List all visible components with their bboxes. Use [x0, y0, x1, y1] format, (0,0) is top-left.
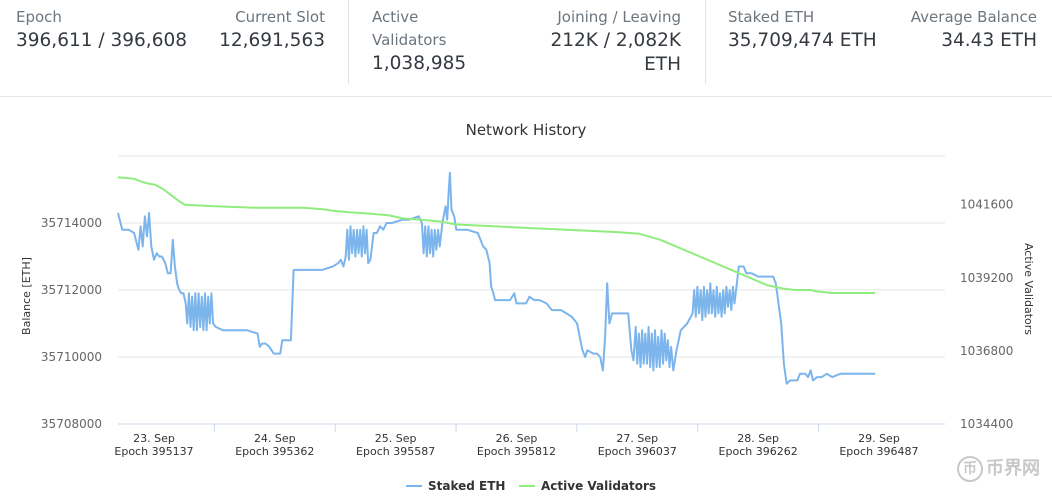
- legend-active-validators-label: Active Validators: [541, 479, 656, 493]
- network-history-chart: Network History 35708000 35710000 35712000…: [0, 96, 1052, 496]
- right-axis-title: Active Validators: [1022, 243, 1035, 335]
- staked-eth-stat: Staked ETH 35,709,474 ETH: [728, 6, 877, 53]
- stats-bar: Epoch 396,611 / 396,608 Current Slot 12,…: [0, 0, 1052, 97]
- current-slot-stat: Current Slot 12,691,563: [219, 6, 325, 53]
- legend-staked-eth-label: Staked ETH: [428, 479, 505, 493]
- watermark-text: 币界网: [986, 458, 1040, 479]
- joining-leaving-stat: Joining / Leaving 212K / 2,082K ETH: [550, 6, 681, 77]
- left-tick-label: 35708000: [41, 417, 102, 431]
- current-slot-label: Current Slot: [235, 8, 325, 26]
- x-tick-day-label: 24. Sep: [254, 432, 296, 445]
- x-tick-epoch-label: Epoch 395587: [356, 445, 435, 458]
- average-balance-label: Average Balance: [910, 8, 1037, 26]
- right-tick-label: 1039200: [960, 271, 1013, 285]
- epoch-label: Epoch: [16, 8, 62, 26]
- staked-eth-series-line[interactable]: [117, 171, 876, 385]
- x-tick-day-label: 27. Sep: [616, 432, 658, 445]
- left-tick-label: 35710000: [41, 350, 102, 364]
- x-tick-day-label: 26. Sep: [496, 432, 538, 445]
- x-tick-epoch-label: Epoch 396037: [598, 445, 677, 458]
- staked-eth-value: 35,709,474 ETH: [728, 30, 877, 51]
- x-tick-day-label: 28. Sep: [737, 432, 779, 445]
- x-tick-day-label: 23. Sep: [133, 432, 175, 445]
- x-tick-epoch-label: Epoch 395812: [477, 445, 556, 458]
- left-tick-label: 35712000: [41, 283, 102, 297]
- chart-title: Network History: [466, 121, 587, 139]
- left-tick-label: 35714000: [41, 216, 102, 230]
- watermark-icon: 币: [957, 456, 983, 482]
- average-balance-value: 34.43 ETH: [941, 30, 1037, 51]
- x-tick-epoch-label: Epoch 396487: [839, 445, 918, 458]
- right-tick-label: 1041600: [960, 198, 1013, 212]
- active-validators-stat: Active Validators 1,038,985: [372, 6, 466, 76]
- right-tick-label: 1036800: [960, 344, 1013, 358]
- active-validators-value: 1,038,985: [372, 53, 467, 74]
- joining-leaving-value-line1: 212K / 2,082K: [550, 30, 681, 51]
- stats-divider: [348, 0, 349, 84]
- active-validators-label-line1: Active: [372, 8, 419, 26]
- current-slot-value: 12,691,563: [219, 30, 325, 51]
- left-axis-title: Balance [ETH]: [20, 257, 33, 335]
- average-balance-stat: Average Balance 34.43 ETH: [911, 6, 1037, 53]
- active-validators-series-line[interactable]: [117, 176, 876, 294]
- right-tick-label: 1034400: [960, 417, 1013, 431]
- stats-divider: [705, 0, 706, 84]
- watermark-logo: 币币界网: [957, 454, 1040, 482]
- axis-layer: 35708000 35710000 35712000 35714000 1034400 1…: [41, 198, 1014, 458]
- x-tick-day-label: 29. Sep: [858, 432, 900, 445]
- chart-legend: Staked ETH Active Validators: [406, 479, 656, 493]
- x-tick-epoch-label: Epoch 395137: [114, 445, 193, 458]
- x-tick-epoch-label: Epoch 396262: [719, 445, 798, 458]
- series-layer: [117, 171, 876, 385]
- legend-item-active-validators[interactable]: Active Validators: [519, 479, 656, 493]
- x-tick-epoch-label: Epoch 395362: [235, 445, 314, 458]
- epoch-stat: Epoch 396,611 / 396,608: [16, 6, 187, 53]
- epoch-value: 396,611 / 396,608: [16, 30, 187, 51]
- joining-leaving-value-line2: ETH: [644, 54, 681, 75]
- joining-leaving-label: Joining / Leaving: [557, 8, 681, 26]
- staked-eth-label: Staked ETH: [728, 8, 815, 26]
- x-tick-day-label: 25. Sep: [375, 432, 417, 445]
- grid-layer: [118, 155, 945, 425]
- active-validators-label-line2: Validators: [372, 31, 447, 49]
- chart-svg: Network History 35708000 35710000 35712000…: [20, 121, 1035, 493]
- legend-item-staked-eth[interactable]: Staked ETH: [406, 479, 505, 493]
